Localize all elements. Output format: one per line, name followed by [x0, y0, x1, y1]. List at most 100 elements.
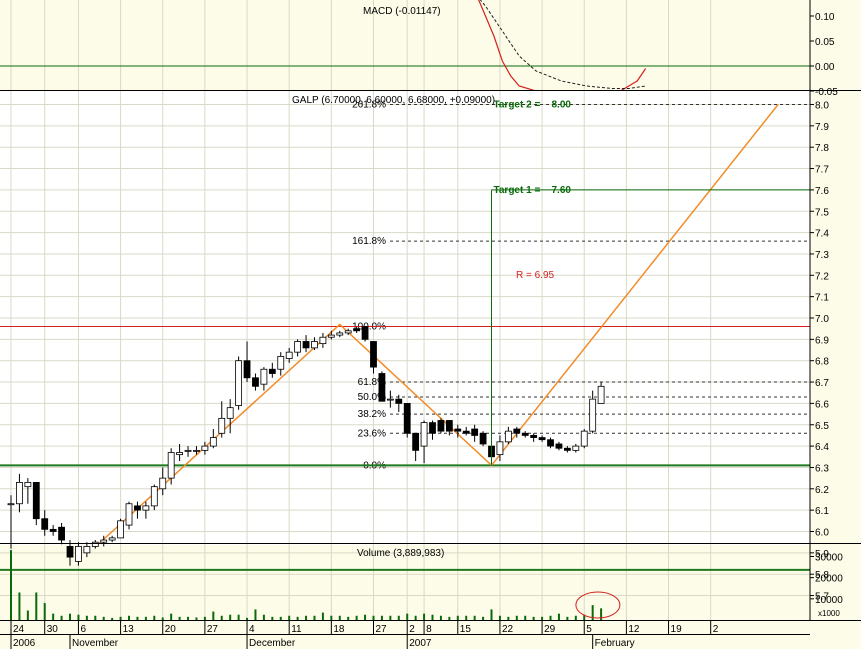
candle-body	[117, 520, 124, 539]
x-tick-label: 2	[713, 624, 719, 635]
price-y-tick-label: 6.5	[815, 421, 829, 432]
macd-y-tick-label: 0.00	[815, 62, 835, 73]
candle-body	[420, 422, 428, 447]
fib-label: 61.8%	[358, 377, 386, 388]
volume-highlight	[575, 591, 621, 619]
candle-body	[41, 518, 49, 530]
candle-body	[159, 477, 167, 490]
macd-y-tick-label: -0.05	[815, 87, 838, 98]
candle-body	[496, 441, 504, 456]
candle-body	[235, 360, 243, 406]
x-tick-label: 13	[123, 624, 135, 635]
candle-body	[479, 432, 487, 445]
x-tick-label: 4	[249, 624, 255, 635]
candle-body	[201, 445, 209, 451]
candle-body	[412, 432, 420, 451]
price-y-tick-label: 7.4	[815, 229, 829, 240]
candle-body	[504, 430, 512, 443]
candle-body	[134, 505, 141, 511]
candles	[7, 326, 605, 566]
y-axis-area	[810, 0, 861, 649]
price-y-tick-label: 7.1	[815, 293, 829, 304]
candle-body	[7, 503, 15, 506]
macd-y-tick-label: 0.10	[815, 12, 835, 23]
x-tick-label: 27	[375, 624, 387, 635]
macd-y-tick-label: 0.05	[815, 37, 835, 48]
price-y-tick-label: 6.7	[815, 378, 829, 389]
candle-body	[75, 546, 82, 562]
candle-body	[260, 368, 268, 385]
candle-body	[32, 481, 40, 520]
volume-bars	[10, 550, 621, 620]
volume-y-tick-label: 10000	[815, 595, 843, 606]
candle-body	[336, 332, 344, 336]
price-y-tick-label: 5.8	[815, 570, 829, 581]
x-tick-label: 29	[544, 624, 556, 635]
candle-body	[344, 330, 352, 334]
candle-body	[226, 407, 234, 419]
price-y-tick-label: 6.8	[815, 357, 829, 368]
candle-body	[513, 428, 521, 434]
x-tick-label: 6	[80, 624, 86, 635]
price-y-tick-label: 6.0	[815, 528, 829, 539]
candle-body	[311, 341, 318, 349]
candle-body	[66, 546, 74, 558]
price-y-tick-label: 5.9	[815, 549, 829, 560]
axes: 0.150.100.050.00-0.058.07.97.87.77.67.57…	[0, 12, 843, 649]
candle-body	[176, 452, 184, 456]
candle-body	[243, 360, 251, 379]
candle-body	[437, 420, 445, 432]
price-y-tick-label: 6.9	[815, 335, 829, 346]
price-y-tick-label: 6.6	[815, 399, 829, 410]
candle-body	[100, 539, 108, 543]
support-resistance-lines	[0, 326, 810, 571]
target-label: Target 1 =	[494, 185, 541, 196]
price-y-tick-label: 6.1	[815, 506, 829, 517]
x-tick-label: 30	[47, 624, 59, 635]
candle-body	[589, 398, 597, 432]
x-tick-label: 12	[628, 624, 640, 635]
price-y-tick-label: 7.7	[815, 165, 829, 176]
candle-body	[580, 430, 588, 447]
candle-body	[327, 334, 335, 338]
volume-y-tick-label: 30000	[815, 552, 843, 563]
price-y-tick-label: 7.9	[815, 122, 829, 133]
price-y-tick-label: 8.0	[815, 101, 829, 112]
candle-body	[91, 541, 99, 547]
candle-body	[302, 341, 310, 349]
x-month-label: 2006	[13, 638, 36, 649]
price-y-tick-label: 7.6	[815, 186, 829, 197]
x-tick-label: 20	[165, 624, 177, 635]
x-month-label: 2007	[409, 638, 432, 649]
candle-body	[268, 368, 276, 374]
macd-panel	[0, 0, 810, 90]
volume-unit: x1000	[818, 609, 840, 618]
macd-series	[0, 0, 810, 90]
candle-body	[378, 373, 386, 402]
price-y-tick-label: 7.0	[815, 314, 829, 325]
candle-body	[58, 526, 65, 541]
candle-body	[395, 398, 403, 404]
candle-body	[353, 328, 361, 332]
candle-body	[184, 449, 192, 452]
volume-panel	[0, 545, 810, 620]
candle-body	[218, 417, 226, 434]
candle-body	[108, 537, 116, 541]
price-y-tick-label: 7.2	[815, 271, 829, 282]
candle-body	[49, 528, 57, 532]
price-y-tick-label: 6.3	[815, 463, 829, 474]
candle-body	[167, 452, 175, 479]
x-month-label: December	[249, 638, 296, 649]
candle-body	[521, 432, 529, 436]
candle-body	[547, 439, 554, 447]
price-y-tick-label: 7.5	[815, 207, 829, 218]
candle-body	[24, 481, 32, 488]
x-tick-label: 8	[426, 624, 432, 635]
target-value: 8.00	[552, 100, 572, 111]
price-y-tick-label: 6.4	[815, 442, 829, 453]
candle-body	[193, 449, 200, 452]
candle-body	[462, 430, 470, 434]
candle-body	[277, 356, 285, 370]
price-y-tick-label: 7.8	[815, 143, 829, 154]
